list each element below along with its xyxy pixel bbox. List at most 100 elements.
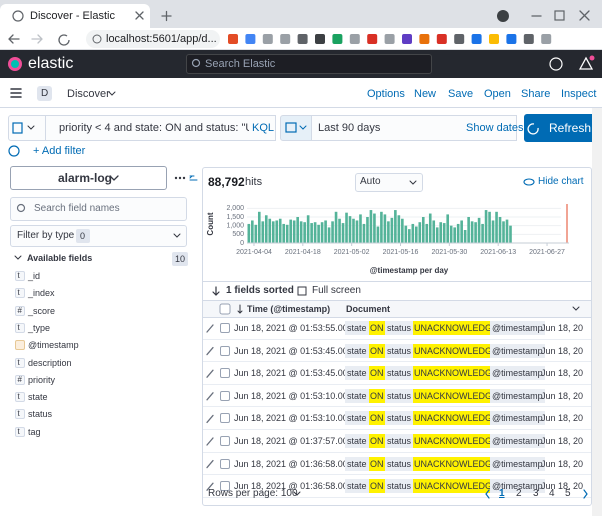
field-name[interactable]: tag xyxy=(28,425,41,439)
page-link[interactable]: 2 xyxy=(516,487,522,501)
options-dot xyxy=(183,177,185,179)
column-header[interactable]: Document xyxy=(346,302,390,316)
field-type-icon xyxy=(15,392,25,402)
doc-field-key: @timestamp xyxy=(490,366,545,380)
doc-field-value: ON xyxy=(369,479,385,493)
doc-field-key: state xyxy=(345,344,369,358)
page-link[interactable]: 4 xyxy=(549,487,555,501)
full-screen[interactable]: Full screen xyxy=(312,284,361,298)
field-type: # xyxy=(18,304,22,318)
nav-menu-item[interactable]: Options xyxy=(367,87,405,101)
doc-field-key: state xyxy=(345,457,369,471)
field-name[interactable]: _type xyxy=(28,321,50,335)
doc-field-value: Jun 18, 20 xyxy=(541,344,583,358)
doc-field-key: @timestamp xyxy=(490,344,545,358)
field-name[interactable]: _score xyxy=(28,304,55,318)
available-count: 10 xyxy=(175,252,185,266)
row-checkbox[interactable] xyxy=(220,391,230,401)
field-name[interactable]: _id xyxy=(28,269,40,283)
nav-menu-item[interactable]: Inspect xyxy=(561,87,596,101)
collapse-sidebar xyxy=(190,176,197,180)
doc-field-value: Jun 18, 20 xyxy=(541,479,583,493)
field-name[interactable]: description xyxy=(28,356,72,370)
refresh-label[interactable]: Refresh xyxy=(549,121,591,135)
nav-menu-item[interactable]: Open xyxy=(484,87,511,101)
sorted-fields[interactable]: 1 fields sorted xyxy=(226,284,294,298)
options-dot xyxy=(175,177,177,179)
doc-field-key: status xyxy=(385,389,413,403)
doc-field-key: state xyxy=(345,366,369,380)
doc-field-value: Jun 18, 20 xyxy=(541,434,583,448)
index-pattern[interactable]: alarm-log xyxy=(58,171,112,185)
row-checkbox[interactable] xyxy=(220,459,230,469)
row-checkbox[interactable] xyxy=(220,346,230,356)
doc-field-key: status xyxy=(385,344,413,358)
date-icon-button[interactable] xyxy=(280,115,312,141)
doc-field-key: @timestamp xyxy=(490,389,545,403)
rows-per-page[interactable]: Rows per page: 100 xyxy=(208,487,298,501)
field-type-icon xyxy=(15,358,25,368)
doc-field-key: state xyxy=(345,389,369,403)
field-type-icon xyxy=(15,271,25,281)
query-language[interactable]: KQL xyxy=(252,121,274,135)
show-dates[interactable]: Show dates xyxy=(466,121,523,135)
doc-field-value: Jun 18, 20 xyxy=(541,321,583,335)
field-type: t xyxy=(18,390,20,404)
row-time: Jun 18, 2021 @ 01:37:57.000 xyxy=(234,434,353,448)
filter-by-type[interactable]: Filter by type xyxy=(17,229,74,243)
nav-menu-item[interactable]: Save xyxy=(448,87,473,101)
field-type: t xyxy=(18,286,20,300)
doc-field-value: ON xyxy=(369,344,385,358)
row-checkbox[interactable] xyxy=(220,323,230,333)
doc-field-key: status xyxy=(385,366,413,380)
field-type: # xyxy=(18,373,22,387)
row-time: Jun 18, 2021 @ 01:53:10.000 xyxy=(234,389,353,403)
doc-field-key: @timestamp xyxy=(490,434,545,448)
row-time: Jun 18, 2021 @ 01:53:45.000 xyxy=(234,366,353,380)
add-filter[interactable]: + Add filter xyxy=(33,144,85,158)
doc-field-value: ON xyxy=(369,389,385,403)
logo: elastic xyxy=(28,57,73,71)
field-name[interactable]: _index xyxy=(28,286,55,300)
field-type-icon xyxy=(15,323,25,333)
available-fields: Available fields xyxy=(27,251,92,265)
query-menu[interactable] xyxy=(8,115,46,141)
nav-menu-item[interactable]: Share xyxy=(521,87,550,101)
app-badge: D xyxy=(41,87,48,101)
field-search-placeholder: Search field names xyxy=(34,202,120,216)
row-time: Jun 18, 2021 @ 01:53:45.000 xyxy=(234,344,353,358)
time-range: Last 90 days xyxy=(318,121,380,135)
doc-field-value: ON xyxy=(369,366,385,380)
nav-menu-item[interactable]: New xyxy=(414,87,436,101)
field-type: t xyxy=(18,407,20,421)
page-link[interactable]: 1 xyxy=(499,487,505,501)
doc-field-key: state xyxy=(345,434,369,448)
field-type: t xyxy=(18,356,20,370)
page-link[interactable]: 5 xyxy=(565,487,571,501)
hits-count: 88,792 xyxy=(208,175,245,189)
field-name[interactable]: status xyxy=(28,407,52,421)
row-checkbox[interactable] xyxy=(220,368,230,378)
doc-field-key: status xyxy=(385,479,413,493)
hide-chart[interactable]: Hide chart xyxy=(538,175,584,189)
interval[interactable]: Auto xyxy=(360,175,381,189)
column-header[interactable]: Time (@timestamp) xyxy=(247,302,330,316)
tab-title: Discover - Elastic xyxy=(30,9,115,23)
doc-field-key: status xyxy=(385,411,413,425)
doc-field-value: Jun 18, 20 xyxy=(541,411,583,425)
row-checkbox[interactable] xyxy=(220,413,230,423)
row-time: Jun 18, 2021 @ 01:53:55.000 xyxy=(234,321,353,335)
scrollbar xyxy=(592,108,602,516)
available-chevron xyxy=(15,256,21,259)
field-name[interactable]: @timestamp xyxy=(28,338,79,352)
url: localhost:5601/app/d... xyxy=(106,32,217,46)
field-name[interactable]: priority xyxy=(28,373,55,387)
page-link[interactable]: 3 xyxy=(533,487,539,501)
row-time: Jun 18, 2021 @ 01:36:58.000 xyxy=(234,457,353,471)
doc-field-key: @timestamp xyxy=(490,457,545,471)
field-name[interactable]: state xyxy=(28,390,48,404)
doc-field-key: @timestamp xyxy=(490,321,545,335)
row-checkbox[interactable] xyxy=(220,436,230,446)
options-dot xyxy=(179,177,181,179)
field-type-icon xyxy=(15,340,25,350)
